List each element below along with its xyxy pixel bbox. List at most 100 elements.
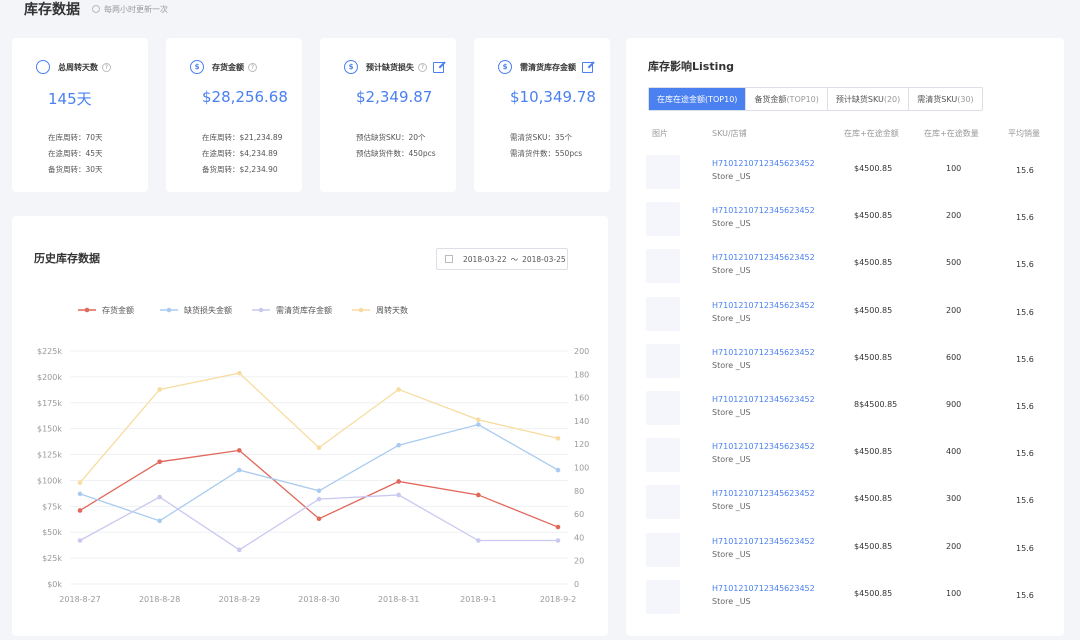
- kpi-value: $2,349.87: [356, 88, 433, 106]
- col-amount: 在库+在途金额: [844, 129, 899, 138]
- kpi-label: 存货金额: [212, 62, 244, 72]
- tab-label: 预计缺货SKU: [835, 94, 884, 104]
- sku-link[interactable]: H7101210712345623452: [712, 395, 815, 404]
- kpi-label: 预计缺货损失: [366, 62, 414, 72]
- store-name: Store _US: [712, 219, 751, 229]
- avg-sales-cell: 15.6: [1016, 496, 1034, 506]
- data-point: [77, 480, 83, 485]
- sku-link[interactable]: H7101210712345623452: [712, 206, 815, 216]
- help-icon[interactable]: ?: [102, 62, 111, 72]
- product-thumbnail: [646, 391, 680, 425]
- listing-tab[interactable]: 备货金额 (TOP10): [746, 88, 828, 110]
- kpi-details: 预估缺货SKU：20个 预估缺货件数：450pcs: [356, 130, 436, 162]
- history-title: 历史库存数据: [34, 252, 100, 265]
- store-name: Store _US: [712, 408, 751, 417]
- tab-count: (20): [883, 94, 901, 104]
- y-left-tick-label: $175k: [37, 399, 62, 408]
- legend-label: 存货金额: [102, 305, 134, 315]
- help-icon[interactable]: ?: [418, 62, 427, 72]
- y-right-tick-label: 40: [574, 533, 584, 542]
- legend-dot: [258, 307, 264, 313]
- store-name: Store _US: [712, 172, 751, 181]
- data-point: [555, 538, 561, 543]
- kpi-value: 145天: [48, 90, 92, 108]
- avg-sales-cell: 15.6: [1016, 543, 1034, 553]
- data-point: [316, 488, 322, 494]
- listing-tab[interactable]: 预计缺货SKU (20): [828, 88, 910, 110]
- qty-cell: 600: [946, 352, 962, 362]
- avg-sales-cell: 15.6: [1016, 307, 1034, 317]
- legend-dot: [166, 307, 172, 313]
- tab-count: (TOP10): [786, 94, 819, 104]
- table-row: H7101210712345623452 Store _US $4500.85 …: [626, 485, 1066, 532]
- data-point: [237, 467, 242, 473]
- kpi-card: $ 预计缺货损失? $2,349.87 预估缺货SKU：20个 预估缺货件数：450p…: [320, 38, 456, 192]
- sku-link[interactable]: H7101210712345623452: [712, 536, 815, 546]
- amount-cell: $4500.85: [854, 164, 893, 173]
- kpi-card: 总周转天数? 145天 在库周转：70天 在途周转：45天 备货周转：30天: [12, 38, 148, 192]
- sku-link[interactable]: H7101210712345623452: [712, 489, 815, 499]
- data-point: [555, 524, 561, 530]
- kpi-head: $ 预计缺货损失?: [344, 60, 444, 74]
- store-name: Store _US: [712, 455, 751, 465]
- y-left-tick-label: $150k: [37, 425, 62, 434]
- product-thumbnail: [646, 155, 680, 189]
- sku-link[interactable]: H7101210712345623452: [712, 300, 815, 310]
- table-header: 图片 SKU/店铺 在库+在途金额 在库+在途数量 平均销量: [626, 128, 1066, 142]
- data-point: [77, 538, 83, 543]
- tab-count: (TOP10): [705, 94, 738, 104]
- store-name: Store _US: [712, 313, 751, 323]
- kpi-detail-line: 需清货SKU：35个: [510, 133, 573, 142]
- avg-sales-cell: 15.6: [1016, 590, 1034, 600]
- sku-link[interactable]: H7101210712345623452: [712, 159, 815, 168]
- avg-sales-cell: 15.6: [1016, 213, 1034, 223]
- data-point: [316, 445, 322, 450]
- kpi-detail-line: 预估缺货件数：450pcs: [356, 149, 436, 158]
- data-point: [157, 459, 162, 465]
- data-point: [316, 496, 322, 502]
- edit-icon[interactable]: [433, 61, 444, 73]
- y-right-tick-label: 60: [574, 510, 584, 519]
- legend-dot: [84, 307, 90, 313]
- amount-cell: $4500.85: [854, 447, 893, 457]
- kpi-head: $ 存货金额?: [190, 60, 257, 74]
- data-point: [476, 422, 481, 427]
- product-thumbnail: [646, 249, 680, 284]
- sku-link[interactable]: H7101210712345623452: [712, 347, 815, 357]
- kpi-label: 需清货库存金额: [520, 62, 576, 72]
- page-title: 库存数据: [24, 2, 80, 18]
- page-header: 库存数据 每两小时更新一次: [24, 0, 168, 18]
- x-tick-label: 2018-8-30: [298, 595, 339, 604]
- listing-tab[interactable]: 需清货SKU (30): [909, 88, 981, 110]
- amount-cell: $4500.85: [854, 305, 893, 315]
- help-icon[interactable]: ?: [248, 62, 257, 72]
- edit-icon[interactable]: [582, 61, 593, 73]
- legend-label: 需清货库存金额: [276, 305, 332, 315]
- sku-link[interactable]: H7101210712345623452: [712, 583, 815, 593]
- y-right-tick-label: 180: [574, 370, 589, 379]
- data-point: [77, 508, 83, 513]
- history-chart-card: 历史库存数据 2018-03-22 ～ 2018-03-25 $0k $25k $5…: [12, 216, 608, 636]
- sku-link[interactable]: H7101210712345623452: [712, 253, 815, 263]
- kpi-details: 在库周转：70天 在途周转：45天 备货周转：30天: [48, 130, 103, 178]
- kpi-detail-line: 备货周转：30天: [48, 165, 103, 174]
- product-thumbnail: [646, 438, 680, 473]
- x-tick-label: 2018-8-29: [219, 595, 260, 604]
- data-point: [476, 538, 481, 543]
- table-row: H7101210712345623452 Store _US $4500.85 …: [626, 296, 1066, 344]
- data-point: [157, 387, 162, 392]
- data-point: [237, 547, 242, 553]
- sku-link[interactable]: H7101210712345623452: [712, 442, 815, 452]
- y-right-tick-label: 0: [574, 580, 579, 589]
- y-left-tick-label: $100k: [37, 476, 62, 485]
- data-point: [396, 442, 401, 448]
- kpi-detail-line: 备货周转：$2,234.90: [202, 165, 278, 174]
- kpi-card: $ 需清货库存金额 $10,349.78 需清货SKU：35个 需清货件数：550pc…: [474, 38, 610, 192]
- listing-tab[interactable]: 在库在途金额 (TOP10): [649, 88, 747, 110]
- date-range-picker[interactable]: 2018-03-22 ～ 2018-03-25: [436, 248, 568, 270]
- col-sku: SKU/店铺: [712, 129, 747, 138]
- x-tick-label: 2018-8-27: [59, 595, 100, 604]
- col-avg-sales: 平均销量: [1008, 129, 1040, 138]
- y-right-tick-label: 20: [574, 557, 584, 566]
- kpi-card: $ 存货金额? $28,256.68 在库周转：$21,234.89 在途周转：$4,…: [166, 38, 302, 192]
